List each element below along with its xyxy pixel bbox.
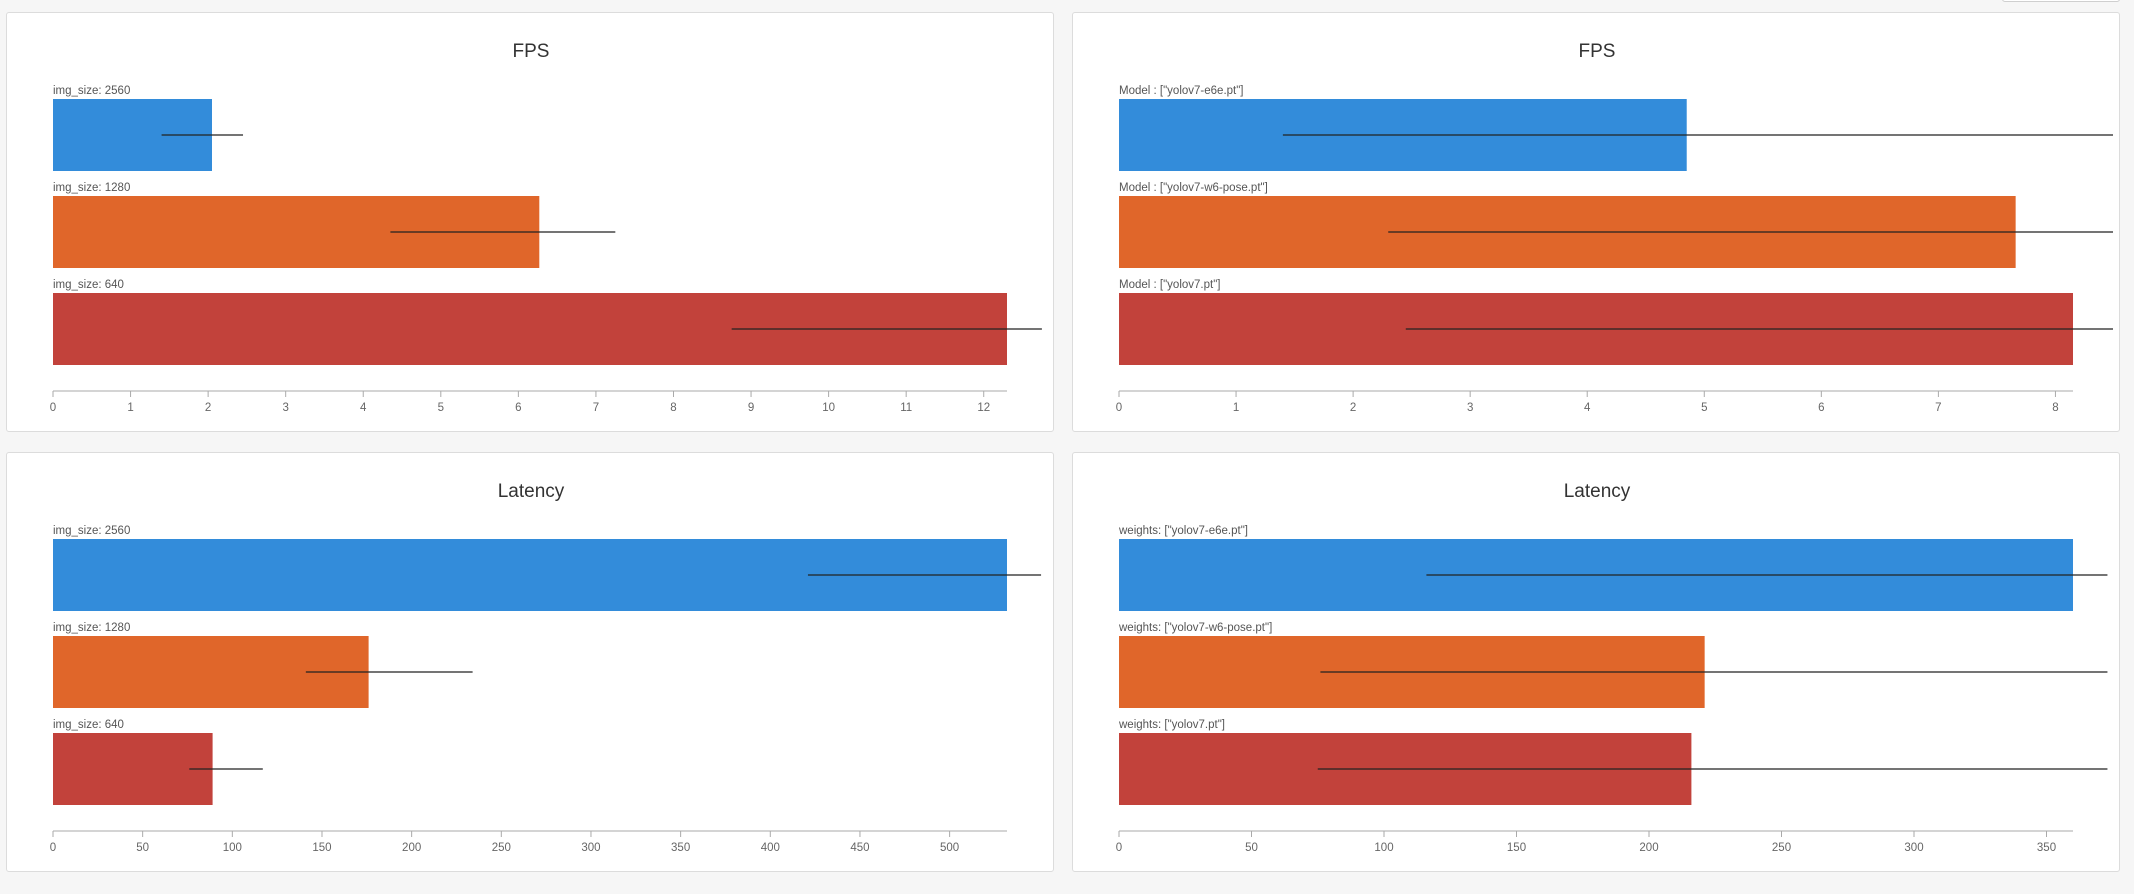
x-tick-label: 0 [1116,842,1122,854]
x-tick-label: 400 [761,842,780,854]
x-tick-label: 6 [1818,402,1824,414]
x-tick-label: 9 [748,402,754,414]
x-tick-label: 11 [900,402,912,414]
chart-svg-latency-img-size: Latency img_size: 2560 img_size: 1280 img_s… [50,481,1042,854]
x-tick-label: 300 [581,842,600,854]
bar-label: img_size: 1280 [53,182,130,194]
chart-svg-latency-weights: Latency weights: ["yolov7-e6e.pt"] weights… [1116,481,2108,854]
bar-label: img_size: 640 [53,719,124,731]
bar-label: img_size: 1280 [53,622,130,634]
x-tick-label: 10 [822,402,835,414]
x-tick-label: 8 [2052,402,2058,414]
x-tick-label: 350 [2037,842,2056,854]
bar [53,733,213,805]
x-tick-label: 100 [1374,842,1393,854]
x-tick-label: 8 [670,402,676,414]
x-tick-label: 12 [977,402,990,414]
x-tick-label: 250 [1772,842,1791,854]
x-tick-label: 200 [402,842,421,854]
x-tick-label: 6 [515,402,521,414]
chart-panel-fps-img-size: FPS img_size: 2560 img_size: 1280 img_size:… [6,12,1054,432]
chart-title: FPS [1579,41,1616,62]
x-tick-label: 0 [50,842,56,854]
x-tick-label: 3 [1467,402,1473,414]
x-tick-label: 2 [1350,402,1356,414]
x-tick-label: 50 [136,842,149,854]
x-tick-label: 7 [593,402,599,414]
bar-label: img_size: 2560 [53,85,130,97]
chart-svg-fps-model: FPS Model : ["yolov7-e6e.pt"] Model : ["yo… [1116,41,2113,414]
x-tick-label: 5 [438,402,444,414]
chart-title: FPS [513,41,550,62]
x-tick-label: 3 [282,402,288,414]
top-right-control[interactable] [2002,0,2120,2]
chart-title: Latency [1564,481,1631,502]
x-tick-label: 1 [1233,402,1239,414]
chart-title: Latency [498,481,565,502]
x-tick-label: 2 [205,402,211,414]
x-tick-label: 0 [1116,402,1122,414]
x-tick-label: 4 [360,402,367,414]
x-tick-label: 200 [1639,842,1658,854]
x-tick-label: 350 [671,842,690,854]
x-tick-label: 500 [940,842,959,854]
x-tick-label: 4 [1584,402,1591,414]
x-tick-label: 150 [1507,842,1526,854]
bar-label: Model : ["yolov7-e6e.pt"] [1119,85,1244,97]
x-tick-label: 7 [1935,402,1941,414]
x-tick-label: 0 [50,402,56,414]
x-tick-label: 250 [492,842,511,854]
chart-svg-fps-img-size: FPS img_size: 2560 img_size: 1280 img_size:… [50,41,1042,414]
x-tick-label: 450 [850,842,869,854]
chart-panel-latency-img-size: Latency img_size: 2560 img_size: 1280 img_s… [6,452,1054,872]
bar-label: img_size: 640 [53,279,124,291]
x-tick-label: 150 [312,842,331,854]
bar-label: Model : ["yolov7-w6-pose.pt"] [1119,182,1268,194]
x-tick-label: 1 [127,402,133,414]
bar-label: Model : ["yolov7.pt"] [1119,279,1221,291]
chart-panel-fps-model: FPS Model : ["yolov7-e6e.pt"] Model : ["yo… [1072,12,2120,432]
chart-panel-latency-weights: Latency weights: ["yolov7-e6e.pt"] weights… [1072,452,2120,872]
x-tick-label: 50 [1245,842,1258,854]
bar-label: weights: ["yolov7-e6e.pt"] [1118,525,1248,537]
x-tick-label: 5 [1701,402,1707,414]
bar-label: weights: ["yolov7-w6-pose.pt"] [1118,622,1272,634]
x-tick-label: 100 [223,842,242,854]
x-tick-label: 300 [1904,842,1923,854]
bar-label: img_size: 2560 [53,525,130,537]
bar-label: weights: ["yolov7.pt"] [1118,719,1225,731]
